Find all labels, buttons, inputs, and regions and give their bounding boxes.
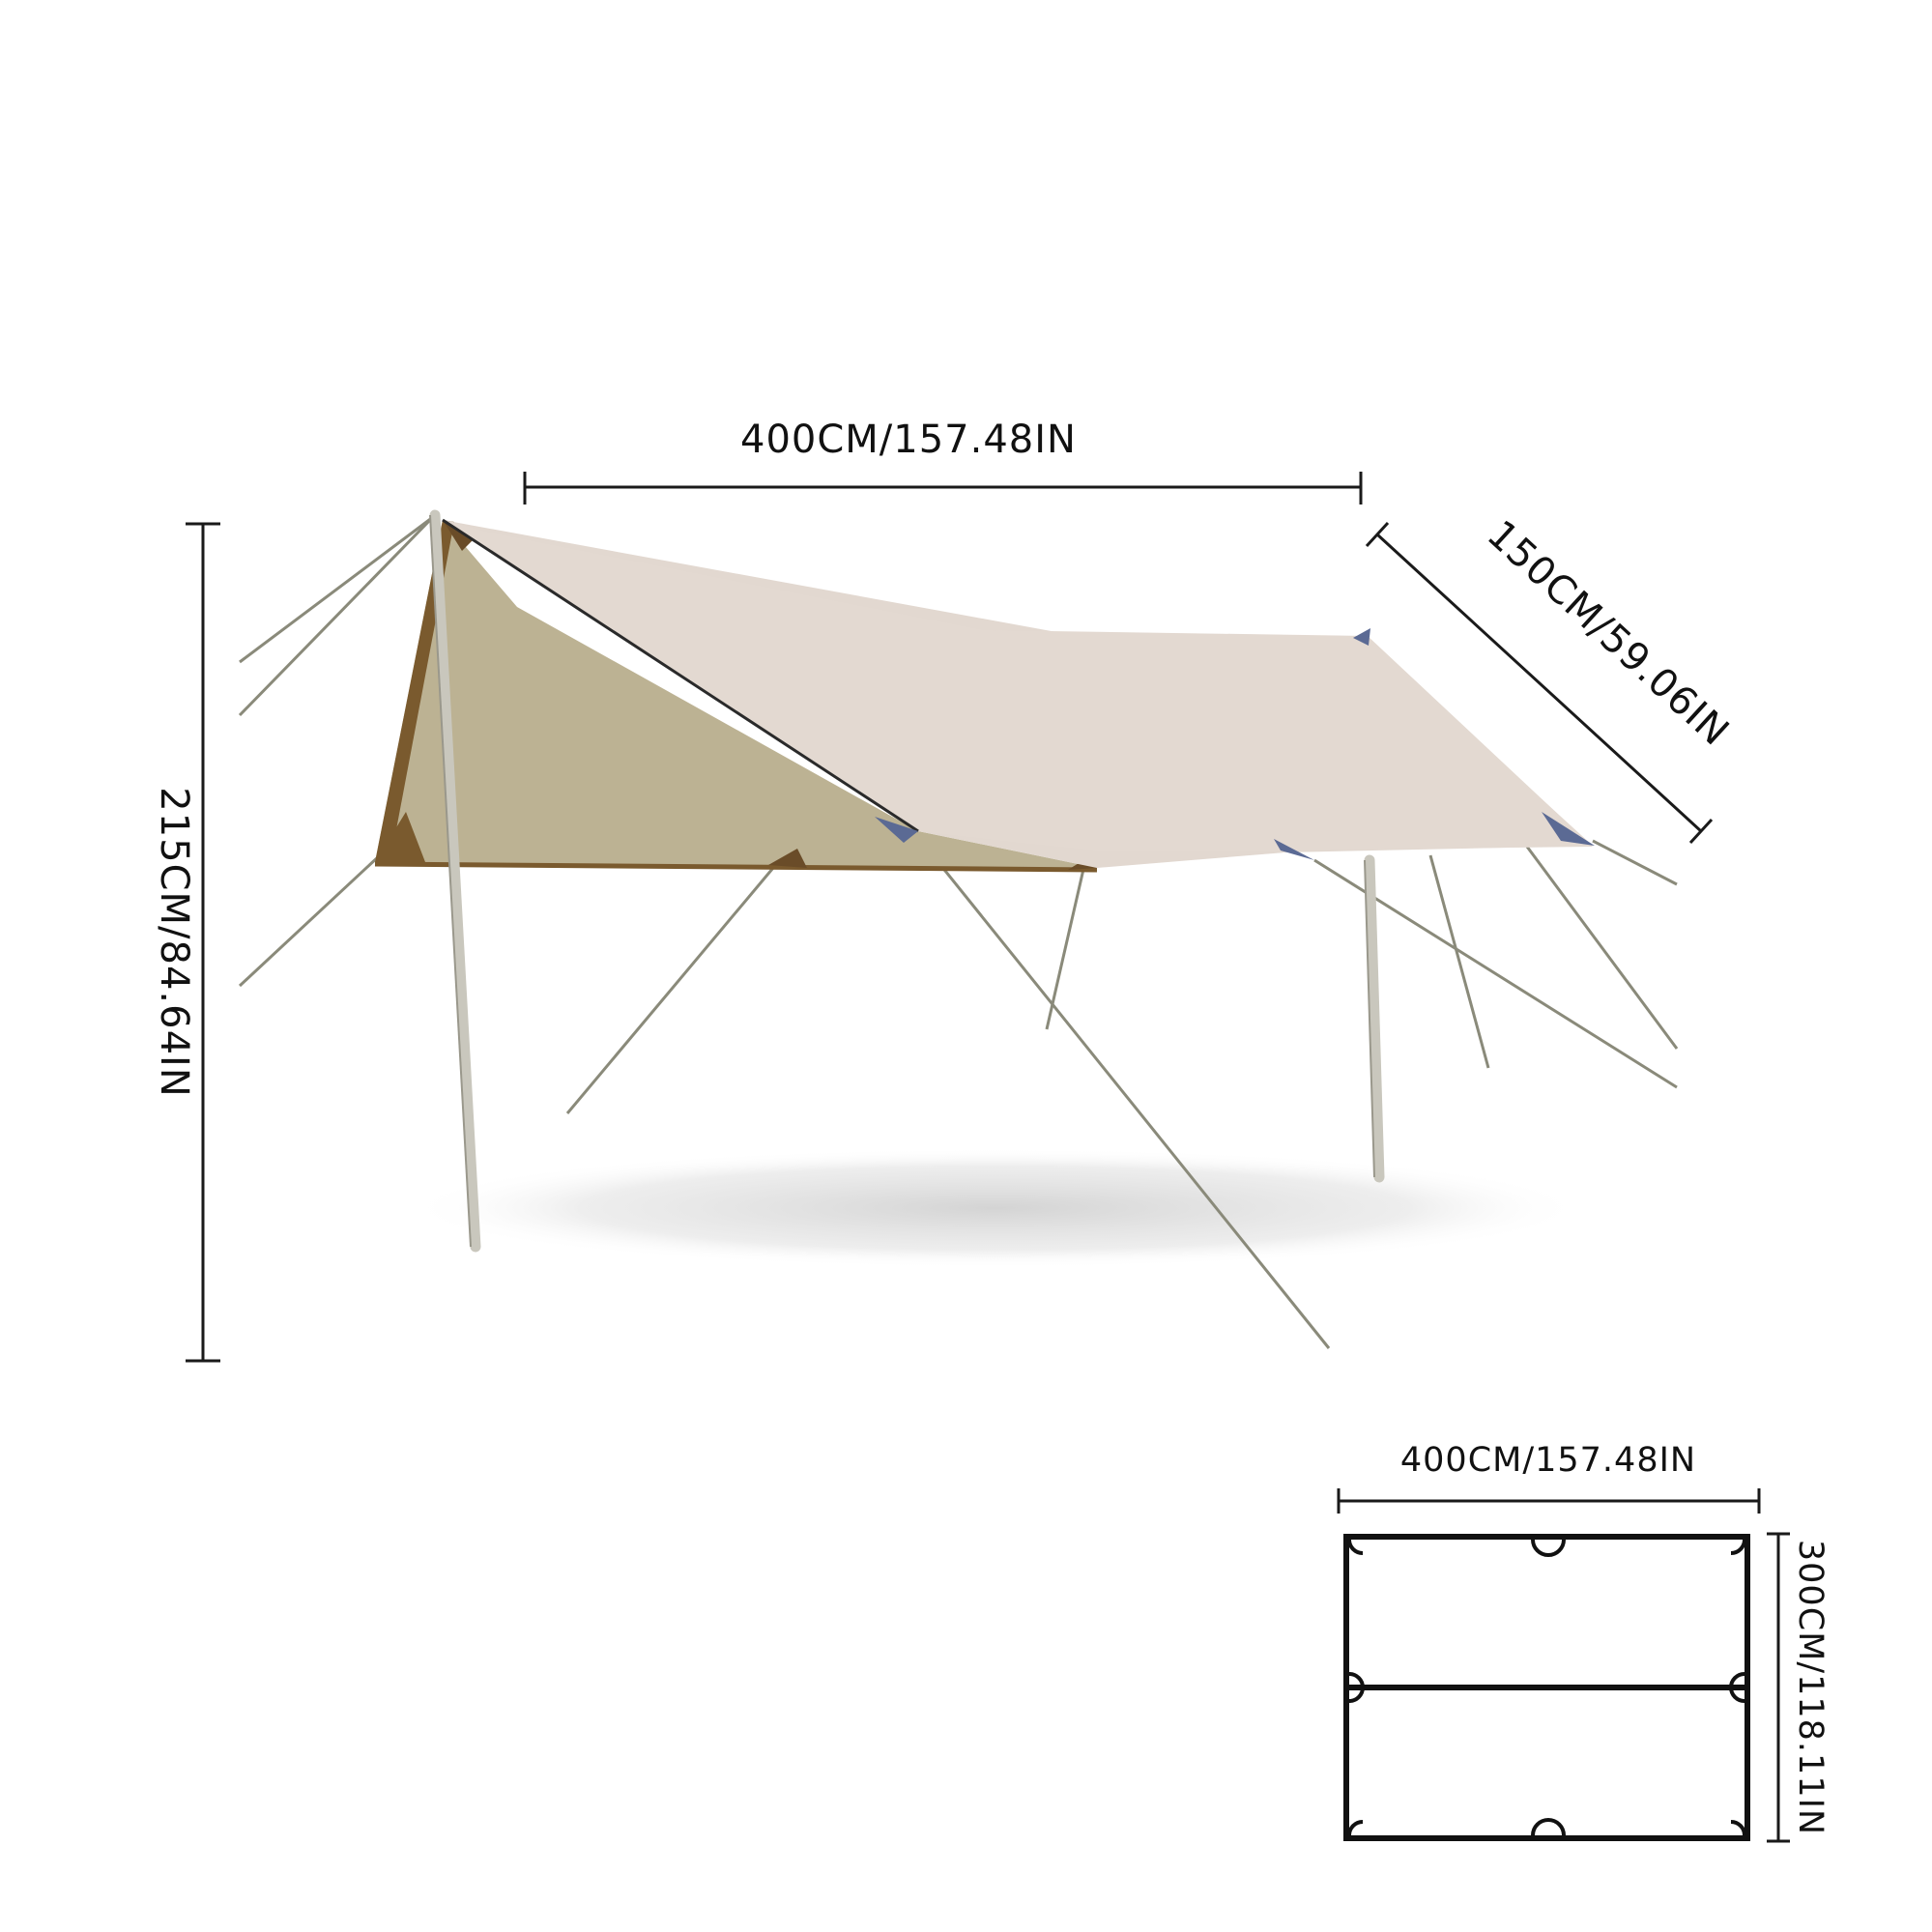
tarp-corner-blue-4 (1353, 628, 1370, 646)
tarp-top-front (445, 520, 1593, 851)
depth-label: 150CM/59.06IN (1479, 512, 1738, 755)
tarp-corner-blue-3 (1542, 812, 1595, 846)
tarp-corner-blue-1 (875, 817, 918, 843)
top-width-label: 400CM/157.48IN (740, 418, 1077, 462)
tarp-corner-blue-2 (1274, 839, 1314, 860)
height-dimension: 215CM/84.64IN (152, 522, 220, 1363)
plan-width-label: 400CM/157.48IN (1400, 1441, 1696, 1480)
ground-shadow (406, 1148, 1585, 1268)
tarp-ridge-seam (442, 518, 919, 833)
tarp-bottom-edge (374, 861, 1098, 873)
top-width-dimension: 400CM/157.48IN (523, 418, 1363, 505)
tarp-side-panel (375, 520, 1097, 868)
plan-view: 400CM/157.48IN 300CM/118.11IN (1337, 1441, 1830, 1843)
tent-poles (429, 509, 1385, 1253)
plan-height-label: 300CM/118.11IN (1791, 1540, 1830, 1835)
tarp-trim-mid (768, 849, 807, 868)
height-label: 215CM/84.64IN (152, 787, 196, 1098)
plan-tie-loops (1347, 1539, 1746, 1836)
tarp-trim-corner (375, 812, 425, 862)
